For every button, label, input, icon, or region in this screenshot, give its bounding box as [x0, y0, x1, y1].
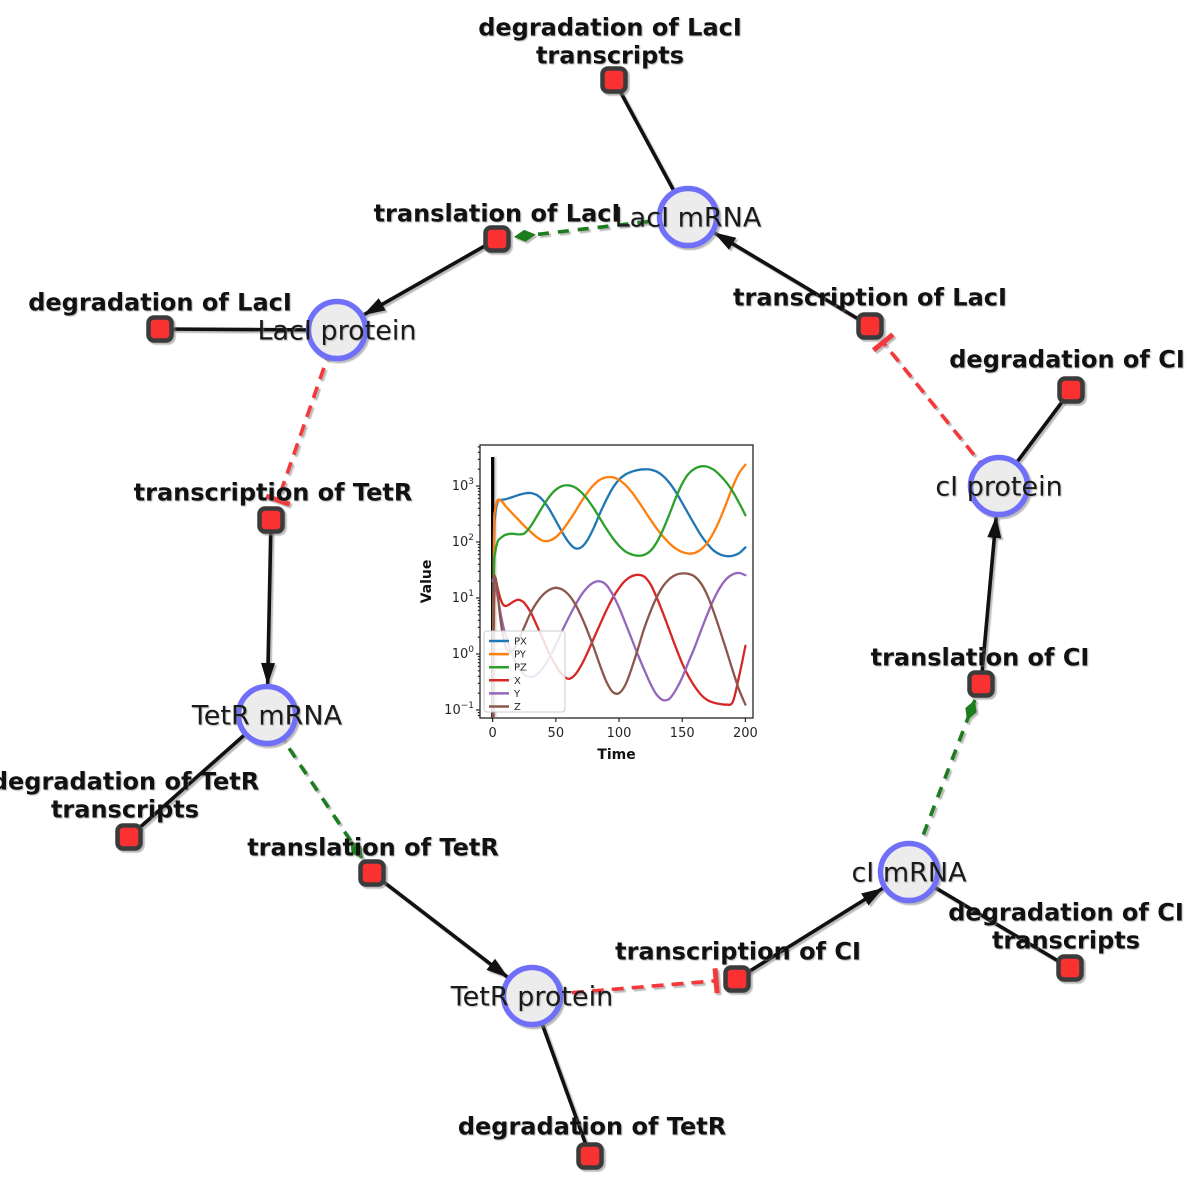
reaction-node-deg_ci_transcripts[interactable] — [1056, 954, 1084, 982]
labels-layer: LacI mRNA LacI protein TetR mRNA TetR prote… — [0, 14, 1185, 1141]
x-tick-label: 200 — [733, 726, 758, 741]
species-node-ci_mrna[interactable] — [877, 840, 941, 904]
reaction-node-transcription_ci[interactable] — [723, 965, 751, 993]
legend-label-PZ: PZ — [514, 663, 527, 674]
y-tick-label: 10−1 — [444, 701, 474, 718]
reaction-node-translation_ci[interactable] — [967, 670, 995, 698]
series-line-X — [491, 573, 747, 718]
reaction-label-deg_laci_transcripts: degradation of LacI — [478, 14, 742, 42]
species-label-tetr_protein: TetR protein — [450, 982, 613, 1013]
series-line-PZ — [491, 465, 747, 718]
species-node-tetr_protein[interactable] — [500, 964, 564, 1028]
species-label-tetr_mrna: TetR mRNA — [191, 701, 343, 732]
nodes-layer — [115, 66, 1085, 1170]
reaction-label-deg_laci: degradation of LacI — [28, 289, 292, 317]
series-line-PY — [491, 463, 747, 718]
y-tick-label: 101 — [452, 589, 474, 606]
legend-box — [483, 630, 566, 713]
species-label-laci_mrna: LacI mRNA — [615, 203, 762, 234]
reaction-label-deg_ci_transcripts: degradation of CI — [948, 899, 1184, 927]
reaction-label-transcription_tetr: transcription of TetR — [134, 479, 413, 507]
edge-product-transcription_ci-ci_mrna — [736, 886, 884, 981]
reaction-node-deg_ci[interactable] — [1057, 376, 1085, 404]
chart-legend: PX PY PZ XYZ — [483, 630, 566, 713]
species-label-ci_mrna: cI mRNA — [851, 858, 967, 889]
species-node-ci_protein[interactable] — [967, 454, 1031, 518]
reaction-node-deg_tetr_transcripts[interactable] — [115, 823, 143, 851]
reaction-label-deg_ci_transcripts-line2: transcripts — [992, 927, 1140, 955]
reaction-node-deg_laci_transcripts[interactable] — [600, 66, 628, 94]
species-node-laci_mrna[interactable] — [656, 185, 720, 249]
y-axis-label: Value — [419, 560, 435, 604]
edge-product-transcription_tetr-tetr_mrna — [261, 519, 276, 686]
y-tick-label: 100 — [452, 645, 475, 662]
edge-product-translation_ci-ci_protein — [979, 515, 1002, 685]
reaction-node-deg_laci[interactable] — [146, 315, 174, 343]
legend-label-Y: Y — [513, 689, 521, 700]
legend-label-Z: Z — [514, 702, 521, 713]
species-node-tetr_mrna[interactable] — [235, 683, 299, 747]
species-node-laci_protein[interactable] — [305, 298, 369, 362]
reaction-node-translation_tetr[interactable] — [358, 859, 386, 887]
reaction-node-translation_laci[interactable] — [483, 225, 511, 253]
reaction-label-translation_laci: translation of LacI — [374, 200, 621, 228]
species-label-laci_protein: LacI protein — [258, 316, 417, 347]
edge-product-translation_laci-laci_protein — [363, 237, 498, 317]
reaction-label-deg_laci_transcripts-line2: transcripts — [536, 42, 684, 70]
reaction-label-translation_tetr: translation of TetR — [247, 834, 499, 862]
x-axis-label: Time — [597, 747, 635, 763]
reaction-label-deg_tetr_transcripts: degradation of TetR — [0, 768, 259, 796]
x-tick-label: 50 — [548, 726, 565, 741]
reaction-node-transcription_tetr[interactable] — [257, 506, 285, 534]
legend-label-PX: PX — [514, 637, 527, 648]
reaction-label-transcription_ci: transcription of CI — [615, 938, 861, 966]
x-tick-label: 0 — [488, 726, 496, 741]
inset-timecourse-chart: 0 50 100 150 20010−1100101102103TimeValuePXP… — [418, 433, 770, 763]
x-tick-label: 100 — [607, 726, 632, 741]
reaction-label-deg_tetr_transcripts-line2: transcripts — [51, 796, 199, 824]
species-label-ci_protein: cI protein — [935, 472, 1062, 503]
edge-product-transcription_laci-laci_mrna — [713, 231, 871, 328]
x-tick-label: 150 — [670, 726, 695, 741]
series-line-PX — [491, 468, 747, 718]
reaction-label-transcription_laci: transcription of LacI — [733, 284, 1007, 312]
reaction-label-translation_ci: translation of CI — [871, 644, 1090, 672]
reaction-label-deg_tetr: degradation of TetR — [458, 1113, 726, 1141]
legend-label-PY: PY — [514, 650, 527, 661]
legend-label-X: X — [514, 676, 521, 687]
reaction-node-deg_tetr[interactable] — [576, 1142, 604, 1170]
edge-product-translation_tetr-tetr_protein — [370, 871, 509, 979]
y-tick-label: 103 — [452, 477, 474, 494]
reaction-node-transcription_laci[interactable] — [856, 312, 884, 340]
reaction-label-deg_ci: degradation of CI — [949, 346, 1185, 374]
y-tick-label: 102 — [452, 533, 474, 550]
